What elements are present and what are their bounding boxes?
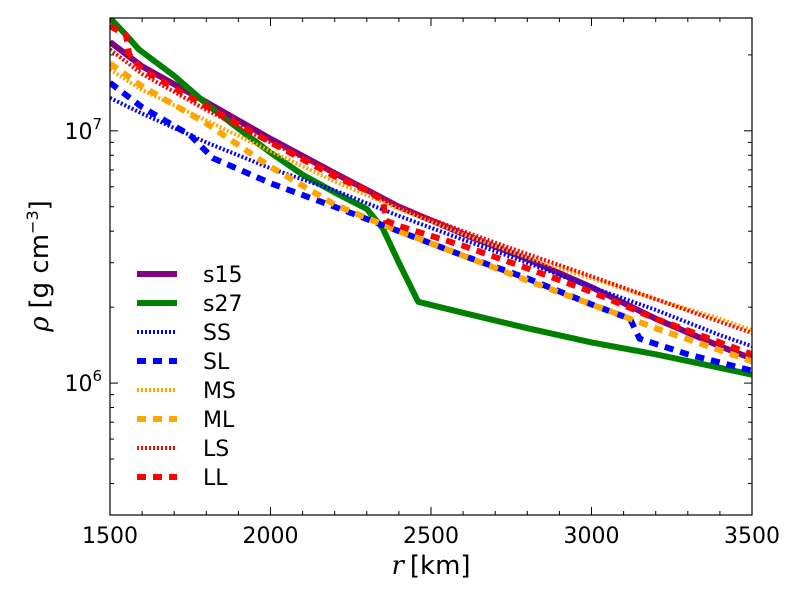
tick-labels: 1500 2000 2500 3000 3500 106 107 bbox=[64, 115, 780, 549]
x-axis-label: r [km] bbox=[391, 551, 470, 581]
series-line-ls bbox=[110, 47, 752, 335]
x-axis-symbol: r bbox=[391, 551, 405, 581]
x-tick-label: 1500 bbox=[82, 524, 138, 549]
x-tick-label: 3000 bbox=[564, 524, 620, 549]
series-line-ml bbox=[110, 60, 752, 365]
y-axis-label: ρ [g cm−3] bbox=[23, 200, 55, 333]
x-tick-label: 2500 bbox=[403, 524, 459, 549]
series-line-sl bbox=[110, 80, 752, 374]
legend-label-ls: LS bbox=[203, 437, 229, 462]
legend-label-ml: ML bbox=[203, 408, 235, 433]
legend-label-ms: MS bbox=[203, 379, 236, 404]
legend-label-sl: SL bbox=[203, 350, 230, 375]
series-line-s27 bbox=[110, 18, 752, 378]
series-line-ss bbox=[110, 96, 752, 349]
y-tick-label: 107 bbox=[64, 115, 102, 145]
legend-label-ss: SS bbox=[203, 321, 231, 346]
y-tick-label: 106 bbox=[64, 367, 102, 397]
y-axis-unit-prefix: [g cm bbox=[25, 234, 55, 309]
plot-frame bbox=[109, 17, 753, 516]
legend-label-s27: s27 bbox=[203, 292, 242, 317]
y-axis-unit-exponent: −3 bbox=[23, 210, 42, 234]
x-axis-unit: [km] bbox=[410, 551, 471, 581]
legend-label-s15: s15 bbox=[203, 263, 242, 288]
x-tick-label: 2000 bbox=[243, 524, 299, 549]
legend: s15 s27 SS SL MS ML LS LL bbox=[137, 263, 242, 491]
series-line-ll bbox=[110, 23, 752, 358]
y-axis-symbol: ρ bbox=[25, 316, 55, 333]
series-layer bbox=[110, 18, 752, 378]
x-tick-label: 3500 bbox=[724, 524, 780, 549]
legend-label-ll: LL bbox=[203, 466, 228, 491]
y-axis-unit-suffix: ] bbox=[25, 200, 55, 210]
